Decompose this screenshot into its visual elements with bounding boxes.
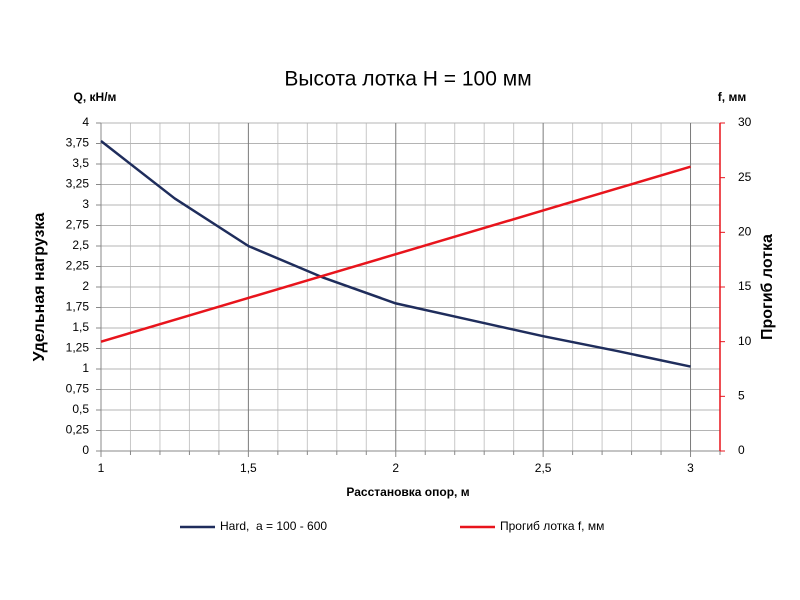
y-tick-label: 0 xyxy=(82,443,89,457)
y-tick-label: 1,75 xyxy=(66,300,90,314)
y2-tick-label: 20 xyxy=(738,225,752,239)
y2-axis-title: Прогиб лотка xyxy=(759,234,776,340)
series-line xyxy=(100,140,691,368)
legend-label: Hard, a = 100 - 600 xyxy=(220,519,327,533)
y-tick-label: 3,25 xyxy=(66,177,90,191)
x-tick-label: 1 xyxy=(98,461,105,475)
x-tick-label: 3 xyxy=(687,461,694,475)
y2-tick-label: 15 xyxy=(738,279,752,293)
y-tick-label: 2,5 xyxy=(72,238,89,252)
x-tick-label: 1,5 xyxy=(240,461,257,475)
y-tick-label: 4 xyxy=(82,115,89,129)
y-tick-label: 3 xyxy=(82,197,89,211)
chart-title: Высота лотка H = 100 мм xyxy=(284,68,531,91)
y-tick-label: 3,5 xyxy=(72,156,89,170)
y-tick-label: 1 xyxy=(82,361,89,375)
y-tick-label: 0,75 xyxy=(66,382,90,396)
x-tick-label: 2,5 xyxy=(535,461,552,475)
series-line xyxy=(100,165,691,343)
y2-tick-label: 25 xyxy=(738,170,752,184)
y2-tick-label: 5 xyxy=(738,389,745,403)
y-tick-label: 3,75 xyxy=(66,136,90,150)
y-tick-label: 0,25 xyxy=(66,423,90,437)
y-tick-label: 1,5 xyxy=(72,320,89,334)
y-tick-label: 2,75 xyxy=(66,218,90,232)
legend-label: Прогиб лотка f, мм xyxy=(500,519,604,533)
y-tick-label: 1,25 xyxy=(66,341,90,355)
x-axis-title: Расстановка опор, м xyxy=(346,485,469,499)
x-tick-label: 2 xyxy=(392,461,399,475)
y-tick-label: 2,25 xyxy=(66,259,90,273)
y-unit-label: Q, кН/м xyxy=(74,90,117,104)
y2-tick-label: 10 xyxy=(738,334,752,348)
y2-tick-label: 30 xyxy=(738,115,752,129)
y2-unit-label: f, мм xyxy=(718,90,747,104)
y-tick-label: 0,5 xyxy=(72,402,89,416)
y2-tick-label: 0 xyxy=(738,443,745,457)
y-tick-label: 2 xyxy=(82,279,89,293)
y-axis-title: Удельная нагрузка xyxy=(31,213,48,362)
